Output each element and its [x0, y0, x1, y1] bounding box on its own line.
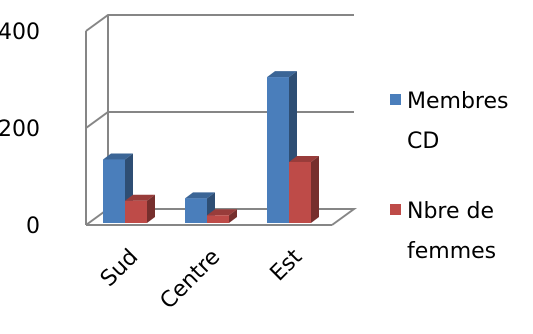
bar-membres-cd-est: [267, 77, 289, 223]
y-tick-label: 0: [26, 214, 40, 239]
y-axis-ticks: 0 200 400: [0, 20, 40, 239]
bar-side: [311, 155, 319, 223]
bar-nbre-de-femmes-centre: [207, 215, 229, 223]
legend-swatch-membres: [390, 94, 401, 105]
chart-bars: [103, 71, 319, 223]
bar-top: [125, 194, 155, 201]
x-axis-categories: Sud Centre Est: [96, 244, 308, 314]
y-tick-label: 400: [0, 20, 40, 45]
chart-floor: [85, 208, 358, 226]
bar-top: [185, 192, 215, 199]
bar-nbre-de-femmes-est: [289, 161, 311, 223]
legend-swatch-femmes: [390, 204, 401, 215]
bar-top: [207, 209, 237, 216]
bar-nbre-de-femmes-sud: [125, 200, 147, 223]
legend-label-membres-line1: Membres: [407, 89, 508, 114]
bar-membres-cd-sud: [103, 159, 125, 223]
bar-side: [147, 194, 155, 223]
bar-top: [103, 153, 133, 160]
x-category-label: Sud: [96, 245, 143, 292]
legend-label-membres-line2: CD: [407, 129, 439, 154]
legend-label-femmes-line1: Nbre de: [407, 199, 494, 224]
bar-side: [229, 209, 237, 223]
gridline: [85, 111, 354, 129]
gridline: [85, 14, 354, 32]
bar-top: [267, 71, 297, 78]
x-category-label: Est: [266, 244, 308, 286]
bar-membres-cd-centre: [185, 198, 207, 223]
legend-label-femmes-line2: femmes: [407, 239, 496, 264]
y-tick-label: 200: [0, 117, 40, 142]
chart-walls: [85, 14, 358, 226]
chart-legend: Membres CD Nbre de femmes: [390, 89, 508, 264]
x-category-label: Centre: [156, 245, 226, 315]
bar-top: [289, 155, 319, 162]
